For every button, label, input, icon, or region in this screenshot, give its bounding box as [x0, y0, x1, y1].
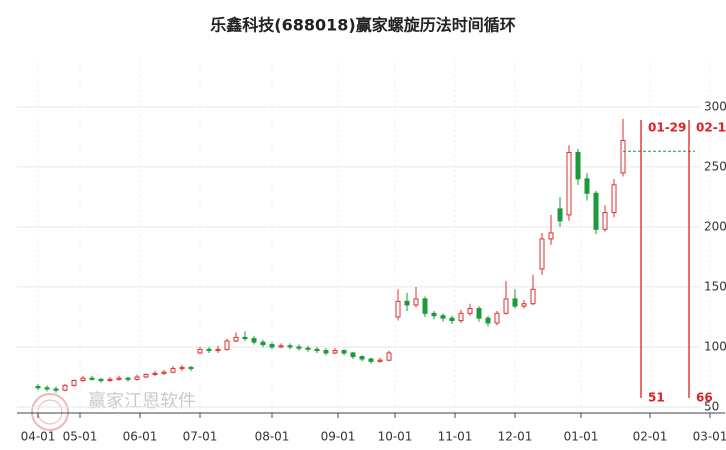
x-tick-label: 12-01 — [498, 430, 533, 444]
candle-body — [134, 376, 140, 380]
candle-body — [53, 388, 59, 391]
candle-body — [80, 377, 86, 382]
candle-body — [395, 300, 401, 318]
candle-body — [107, 378, 113, 382]
x-tick-label: 09-01 — [321, 430, 356, 444]
cycle-count: 66 — [696, 391, 713, 405]
candle-body — [620, 139, 626, 174]
candle-body — [386, 352, 392, 361]
candle-body — [584, 178, 590, 194]
candle-body — [467, 308, 473, 314]
x-tick-label: 07-01 — [183, 430, 218, 444]
candle-body — [305, 347, 311, 350]
x-tick-label: 04-01 — [21, 430, 56, 444]
candle-body — [350, 352, 356, 358]
candle-body — [296, 346, 302, 349]
candle-body — [35, 386, 41, 389]
cycle-date: 01-29 — [648, 121, 686, 135]
y-tick-label: 150 — [704, 279, 726, 293]
cycle-count: 51 — [648, 391, 665, 405]
y-tick-label: 50 — [704, 399, 719, 413]
candle-body — [89, 377, 95, 380]
x-tick-label: 02-01 — [633, 430, 668, 444]
candle-body — [278, 345, 284, 348]
cycle-date: 02-19 — [696, 121, 726, 135]
candle-body — [98, 378, 104, 382]
x-tick-label: 08-01 — [255, 430, 290, 444]
candle-body — [431, 312, 437, 317]
candle-body — [62, 384, 68, 391]
candle-body — [152, 372, 158, 376]
candle-body — [44, 387, 50, 390]
candle-body — [116, 377, 122, 380]
candle-body — [233, 336, 239, 342]
candle-body — [494, 312, 500, 324]
candle-body — [485, 317, 491, 324]
candle-body — [404, 300, 410, 306]
candle-body — [206, 348, 212, 352]
candle-body — [476, 308, 482, 319]
candle-body — [242, 336, 248, 340]
candle-body — [503, 298, 509, 314]
candle-body — [440, 315, 446, 319]
candle-body — [287, 345, 293, 348]
candle-body — [170, 368, 176, 373]
candle-body — [449, 317, 455, 322]
candle-body — [359, 356, 365, 360]
candle-body — [575, 151, 581, 180]
candle-body — [611, 184, 617, 213]
x-tick-label: 11-01 — [438, 430, 473, 444]
y-tick-label: 250 — [704, 159, 726, 173]
candle-body — [602, 211, 608, 230]
candle-body — [179, 366, 185, 370]
x-tick-label: 06-01 — [123, 430, 158, 444]
candle-body — [458, 312, 464, 322]
candle-body — [548, 232, 554, 240]
candle-body — [557, 208, 563, 222]
x-tick-label: 03-01 — [693, 430, 726, 444]
candle-body — [323, 350, 329, 354]
candle-body — [161, 371, 167, 374]
candle-body — [422, 298, 428, 314]
candle-body — [224, 340, 230, 350]
chart-title: 乐鑫科技(688018)赢家螺旋历法时间循环 — [210, 16, 515, 35]
watermark-logo — [31, 393, 69, 431]
candle-body — [215, 348, 221, 352]
candle-body — [512, 298, 518, 307]
candle-body — [341, 350, 347, 354]
candle-body — [125, 377, 131, 380]
candle-body — [539, 238, 545, 270]
candle-body — [260, 341, 266, 346]
y-tick-label: 200 — [704, 219, 726, 233]
candle-body — [521, 303, 527, 307]
candle-body — [188, 366, 194, 370]
candle-body — [71, 380, 77, 386]
candle-body — [377, 359, 383, 362]
candle-body — [368, 358, 374, 362]
candle-body — [314, 348, 320, 352]
x-tick-label: 10-01 — [378, 430, 413, 444]
candle-body — [197, 348, 203, 354]
candle-body — [332, 350, 338, 354]
candle-body — [530, 288, 536, 305]
candle-body — [593, 192, 599, 230]
candle-body — [413, 298, 419, 306]
y-tick-label: 100 — [704, 339, 726, 353]
x-tick-label: 01-01 — [564, 430, 599, 444]
candle-body — [269, 344, 275, 348]
candle-body — [143, 374, 149, 378]
x-tick-label: 05-01 — [63, 430, 98, 444]
candle-body — [566, 151, 572, 216]
y-tick-label: 300 — [704, 99, 726, 113]
watermark: 赢家江恩软件 — [88, 390, 196, 412]
candle-body — [251, 338, 257, 343]
